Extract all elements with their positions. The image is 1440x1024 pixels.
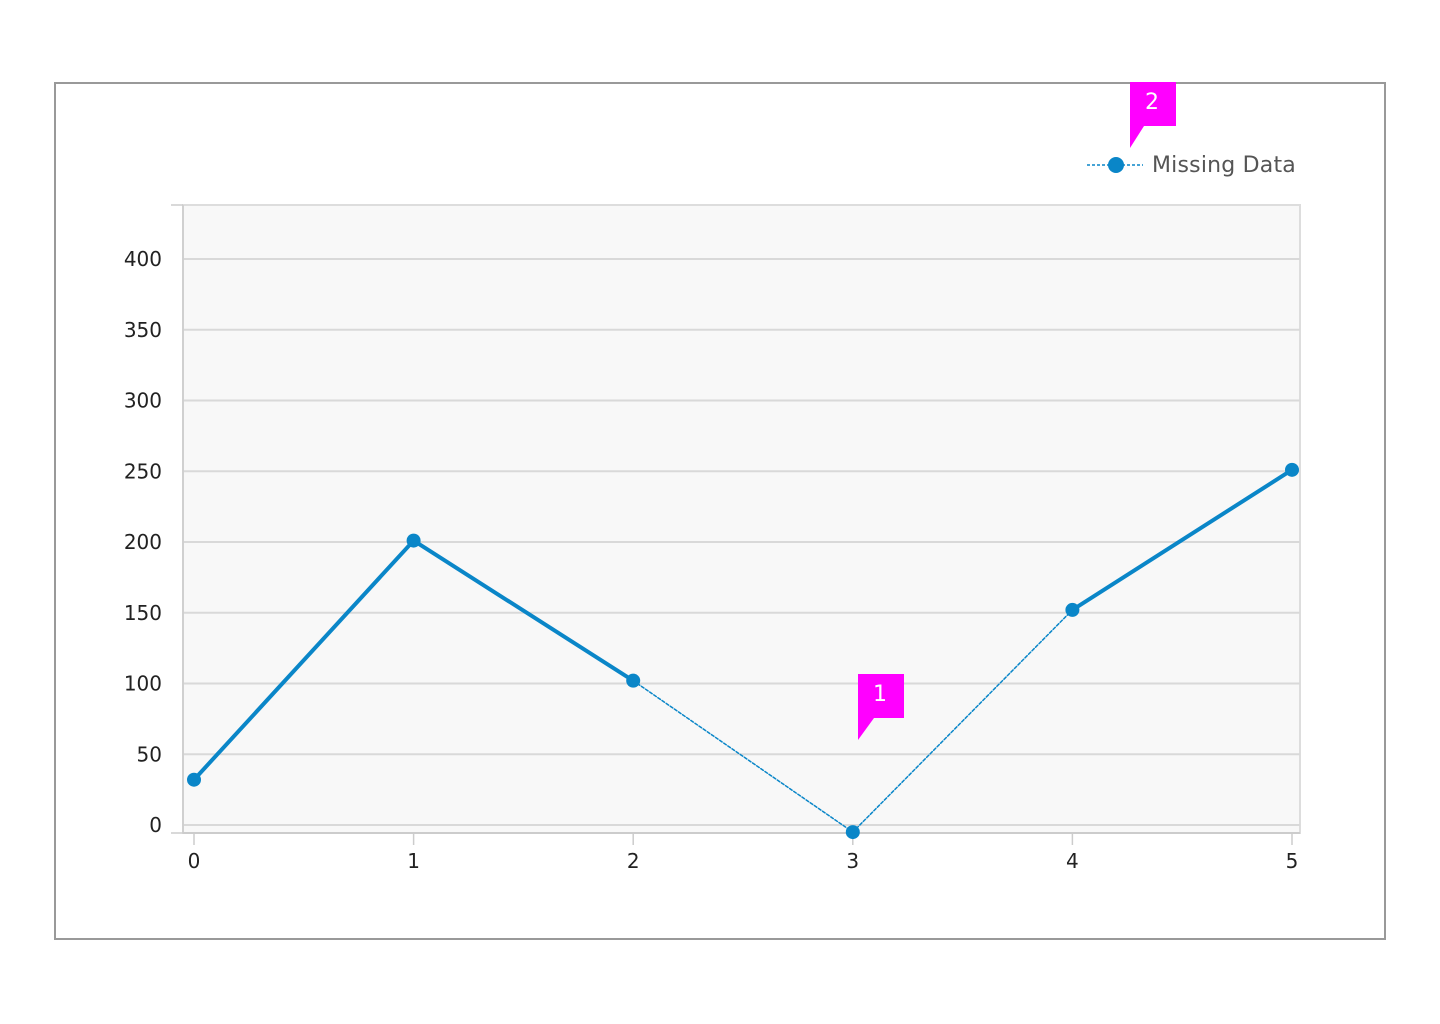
series-segment: [411, 538, 636, 683]
x-tick-label: 4: [1066, 849, 1079, 873]
x-tick-label: 0: [188, 849, 201, 873]
callout-label: 2: [1145, 90, 1159, 115]
y-tick-label: 250: [124, 459, 162, 483]
data-point: [845, 825, 860, 840]
series-segment: [1070, 467, 1294, 612]
x-tick-label: 3: [846, 849, 859, 873]
data-point: [1285, 462, 1299, 477]
x-tick-label: 5: [1286, 849, 1299, 873]
y-tick-label: 50: [137, 742, 162, 766]
y-tick-label: 300: [124, 389, 162, 413]
data-point: [1065, 602, 1080, 617]
y-tick-label: 350: [124, 318, 162, 342]
series-segment: [192, 538, 416, 782]
data-point: [187, 772, 201, 787]
plot-area: [182, 204, 1301, 834]
data-point: [626, 673, 641, 688]
series-segment-dashed: [852, 609, 1074, 833]
legend-symbol-icon: [1087, 157, 1143, 173]
y-tick-label: 200: [124, 530, 162, 554]
legend[interactable]: Missing Data: [1086, 148, 1296, 182]
callout-flag-icon: [858, 674, 904, 740]
x-tick-label: 1: [407, 849, 420, 873]
series-segment-dashed: [632, 679, 854, 833]
data-point: [406, 533, 421, 548]
callout-label: 1: [873, 682, 887, 707]
callout-marker-1: 1: [858, 674, 904, 740]
x-tick-label: 2: [627, 849, 640, 873]
callout-flag-icon: [1130, 82, 1176, 148]
y-tick-label: 400: [124, 247, 162, 271]
y-tick-label: 150: [124, 601, 162, 625]
y-tick-label: 0: [149, 813, 162, 837]
y-tick-label: 100: [124, 672, 162, 696]
callout-marker-2: 2: [1130, 82, 1176, 148]
legend-label: Missing Data: [1152, 152, 1296, 178]
